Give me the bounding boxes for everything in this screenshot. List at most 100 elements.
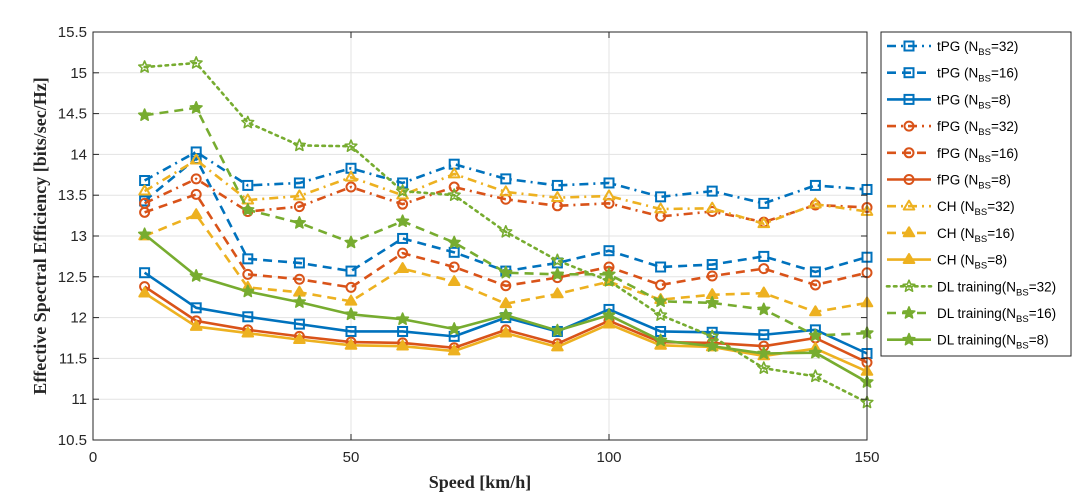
- legend-label-subscript: BS: [978, 74, 991, 85]
- data-point: [190, 302, 202, 314]
- data-point: [344, 170, 358, 182]
- legend-label: fPG (NBS=32): [937, 119, 1018, 138]
- legend-entry: DL training(NBS=32): [885, 279, 1056, 298]
- data-point: [397, 247, 409, 259]
- grid: [92, 31, 868, 441]
- data-point: [705, 329, 719, 343]
- legend-label-subscript: BS: [1016, 287, 1029, 298]
- legend-entry: CH (NBS=8): [887, 253, 1007, 272]
- data-point: [397, 232, 409, 244]
- series-10: [137, 100, 874, 342]
- data-point: [241, 284, 255, 298]
- data-point: [397, 325, 409, 337]
- legend-label-suffix: =8): [1029, 333, 1049, 348]
- data-point: [809, 266, 821, 278]
- legend-label-main: fPG (N: [937, 146, 978, 161]
- data-point: [292, 295, 307, 308]
- data-point: [499, 326, 513, 338]
- data-point: [447, 167, 461, 179]
- legend-entry: DL training(NBS=8): [887, 333, 1049, 352]
- legend-marker: [903, 147, 915, 159]
- data-point: [809, 197, 822, 209]
- data-point: [550, 267, 565, 281]
- data-point: [706, 185, 718, 197]
- data-point: [293, 257, 305, 269]
- y-tick-label: 12.5: [58, 269, 87, 286]
- data-point: [757, 346, 771, 360]
- data-point: [395, 214, 410, 228]
- data-point: [292, 216, 307, 229]
- legend-label-main: fPG (N: [937, 119, 978, 134]
- series-9: [137, 56, 874, 409]
- data-point: [758, 197, 770, 209]
- data-point: [344, 235, 358, 249]
- data-point: [758, 250, 770, 262]
- legend-label-subscript: BS: [1016, 341, 1029, 352]
- x-tick-label: 100: [596, 449, 621, 466]
- data-point: [344, 294, 358, 306]
- legend-label: fPG (NBS=16): [937, 146, 1018, 165]
- data-point: [448, 181, 460, 193]
- data-point: [448, 246, 460, 258]
- series-line: [144, 177, 868, 224]
- data-point: [499, 225, 513, 238]
- data-point: [138, 286, 151, 298]
- y-tick-label: 15: [70, 65, 87, 82]
- data-point: [447, 344, 461, 356]
- legend-label-main: CH (N: [937, 253, 975, 268]
- data-point: [397, 177, 409, 189]
- legend-label-subscript: BS: [975, 234, 988, 245]
- y-tick-label: 13.5: [58, 187, 87, 204]
- series-line: [144, 213, 868, 314]
- data-point: [447, 322, 461, 335]
- data-point: [757, 217, 771, 229]
- data-point: [139, 206, 151, 218]
- legend-label: CH (NBS=16): [937, 226, 1015, 245]
- legend-entry: DL training(NBS=16): [887, 306, 1056, 325]
- data-point: [293, 189, 306, 201]
- legend-label-subscript: BS: [975, 261, 988, 272]
- data-point: [655, 261, 667, 273]
- data-point: [293, 285, 306, 297]
- legend-label-main: DL training(N: [937, 279, 1016, 294]
- series-11: [137, 227, 874, 388]
- legend-marker: [902, 253, 916, 264]
- data-point: [344, 139, 358, 152]
- data-point: [189, 153, 203, 165]
- x-tick-label: 0: [89, 449, 97, 466]
- legend-label: tPG (NBS=16): [937, 66, 1018, 85]
- data-point: [396, 262, 409, 273]
- legend-label-suffix: =8): [991, 173, 1011, 188]
- x-tick-label: 50: [343, 449, 360, 466]
- data-point: [241, 326, 255, 338]
- legend-label-subscript: BS: [978, 181, 991, 192]
- data-point: [397, 198, 409, 210]
- data-point: [602, 273, 616, 287]
- legend-marker: [902, 199, 916, 211]
- series-line: [144, 193, 868, 289]
- data-point: [345, 265, 357, 277]
- data-point: [241, 202, 255, 216]
- data-point: [603, 245, 615, 257]
- data-point: [447, 235, 461, 249]
- data-point: [551, 191, 564, 202]
- data-point: [448, 261, 460, 273]
- y-tick-label: 14: [70, 146, 87, 163]
- data-point: [189, 269, 203, 282]
- legend-entry: tPG (NBS=32): [887, 39, 1018, 58]
- legend-label-main: tPG (N: [937, 92, 978, 107]
- data-point: [293, 273, 305, 285]
- legend-label: fPG (NBS=8): [937, 173, 1011, 192]
- data-point: [809, 305, 822, 317]
- x-axis-title: Speed [km/h]: [429, 472, 532, 492]
- legend-label-subscript: BS: [978, 47, 991, 58]
- data-point: [705, 295, 719, 309]
- series-line: [143, 61, 869, 404]
- series-line: [143, 150, 868, 205]
- legend-marker: [902, 306, 916, 319]
- data-point: [242, 179, 254, 191]
- legend-entry: tPG (NBS=8): [887, 92, 1011, 111]
- data-point: [190, 188, 202, 200]
- data-point: [705, 201, 719, 213]
- data-point: [241, 115, 255, 129]
